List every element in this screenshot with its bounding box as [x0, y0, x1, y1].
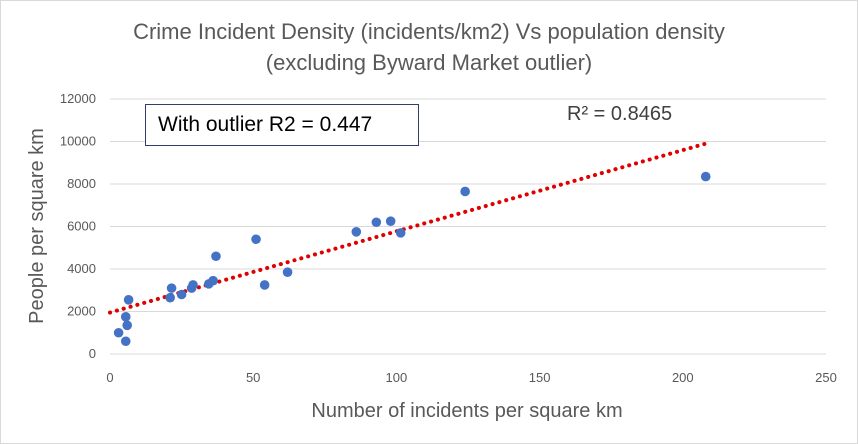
y-tick-label: 12000: [60, 91, 96, 106]
data-point: [371, 217, 382, 228]
x-tick-label: 200: [672, 370, 694, 385]
data-point: [176, 289, 187, 300]
trendline: [108, 141, 708, 315]
data-point: [120, 336, 131, 347]
data-point: [208, 275, 218, 286]
x-tick-label: 100: [386, 370, 408, 385]
data-point: [251, 234, 261, 245]
data-point: [123, 295, 134, 305]
chart-title: Crime Incident Density (incidents/km2) V…: [133, 19, 725, 44]
r-squared-label: R² = 0.8465: [567, 103, 673, 125]
x-tick-label: 0: [106, 370, 113, 385]
outlier-annotation-text: With outlier R2 = 0.447: [158, 113, 373, 136]
y-tick-label: 10000: [60, 134, 96, 149]
x-tick-label: 250: [815, 370, 837, 385]
data-point: [395, 228, 406, 238]
data-point: [166, 283, 177, 293]
y-tick-label: 0: [89, 346, 96, 361]
x-tick-labels: 0 50 100 150 200 250: [106, 370, 836, 385]
data-point: [259, 280, 270, 290]
x-tick-label: 150: [529, 370, 551, 385]
y-tick-label: 6000: [67, 219, 96, 234]
y-tick-label: 2000: [67, 304, 96, 319]
data-point: [700, 171, 711, 182]
data-point: [351, 227, 362, 237]
data-points: [113, 171, 711, 347]
data-point: [460, 186, 470, 197]
data-point: [211, 251, 221, 262]
data-point: [120, 312, 131, 322]
gridlines: [110, 98, 826, 312]
y-tick-label: 4000: [67, 261, 96, 276]
data-point: [385, 216, 396, 226]
chart-subtitle: (excluding Byward Market outlier): [265, 50, 593, 75]
data-point: [113, 327, 124, 338]
data-point: [188, 280, 198, 290]
y-tick-label: 8000: [67, 176, 96, 191]
data-point: [165, 292, 175, 303]
y-axis-label: People per square km: [26, 128, 48, 324]
y-tick-labels: 0 2000 4000 6000 8000 10000 12000: [60, 91, 96, 361]
outlier-annotation-box: With outlier R2 = 0.447: [145, 104, 419, 146]
data-point: [282, 267, 293, 277]
x-tick-label: 50: [246, 370, 260, 385]
data-point: [122, 320, 132, 331]
x-axis-label: Number of incidents per square km: [311, 400, 622, 422]
